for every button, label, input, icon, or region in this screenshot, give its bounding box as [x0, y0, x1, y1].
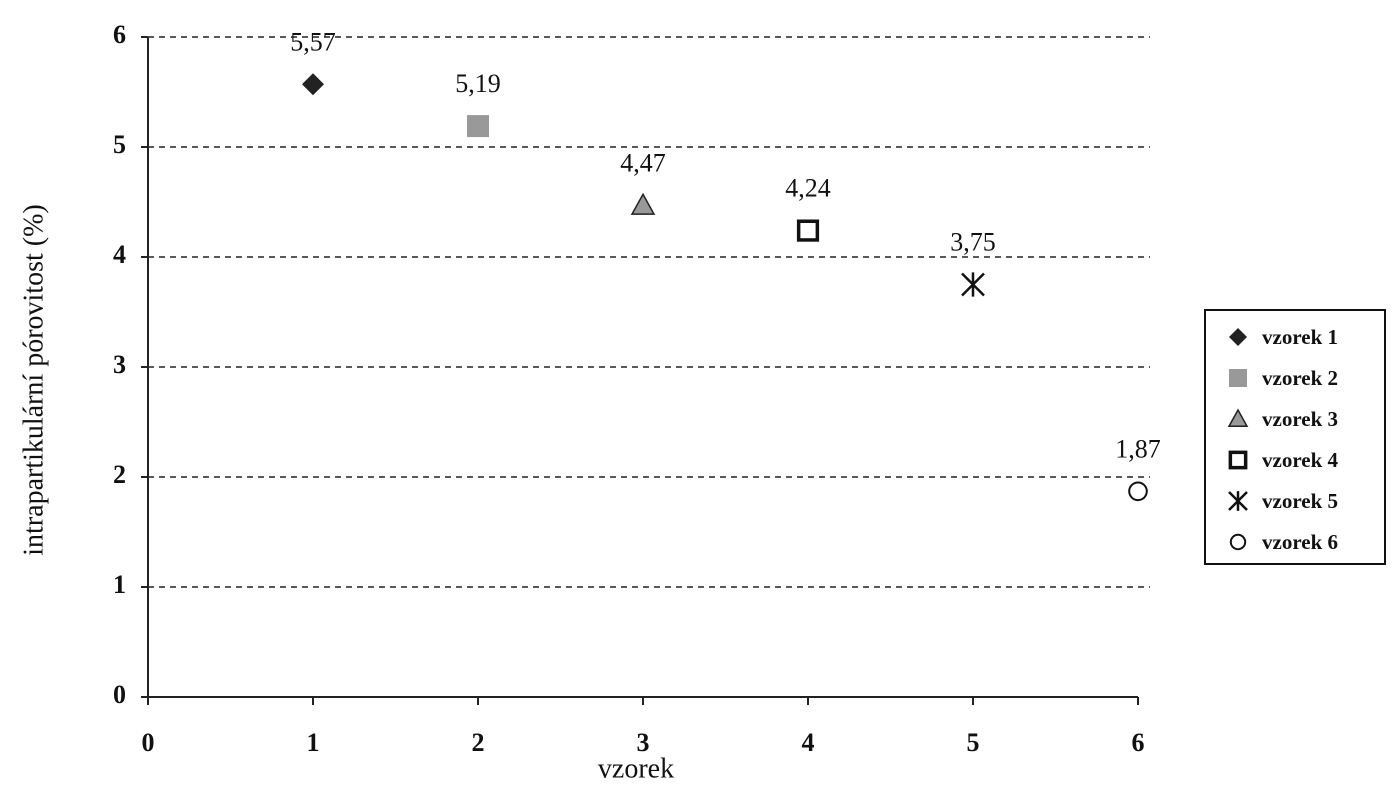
legend-box	[1204, 309, 1386, 565]
y-tick-label: 0	[113, 680, 126, 709]
legend-label: vzorek 4	[1262, 448, 1339, 472]
y-tick-label: 6	[113, 20, 126, 49]
x-tick-label: 6	[1132, 728, 1145, 757]
data-point	[796, 219, 820, 242]
legend-label: vzorek 3	[1262, 407, 1338, 431]
data-point	[302, 73, 324, 96]
data-point	[961, 272, 985, 297]
legend-marker	[1229, 369, 1247, 387]
data-label: 1,87	[1115, 434, 1161, 463]
data-label: 5,19	[455, 69, 501, 98]
y-tick-label: 4	[113, 240, 126, 269]
y-axis-label: intrapartikulární pórovitost (%)	[18, 204, 49, 555]
data-point	[467, 115, 489, 138]
legend-label: vzorek 1	[1262, 325, 1338, 349]
data-label: 4,24	[785, 174, 831, 203]
legend-marker	[1229, 328, 1247, 346]
y-tick-label: 1	[113, 570, 126, 599]
data-label: 5,57	[290, 27, 336, 56]
x-tick-label: 4	[802, 728, 815, 757]
y-tick-label: 3	[113, 350, 126, 379]
x-tick-label: 0	[142, 728, 155, 757]
legend-marker	[1229, 533, 1247, 551]
y-tick-label: 2	[113, 460, 126, 489]
x-axis-label: vzorek	[598, 753, 674, 784]
legend-marker	[1228, 450, 1248, 470]
data-point	[1128, 481, 1148, 502]
x-tick-label: 1	[307, 728, 320, 757]
x-tick-label: 2	[472, 728, 485, 757]
legend-label: vzorek 5	[1262, 489, 1338, 513]
y-tick-label: 5	[113, 130, 126, 159]
legend-marker	[1228, 491, 1248, 511]
data-point	[630, 192, 656, 215]
x-tick-label: 3	[637, 728, 650, 757]
legend-marker	[1227, 408, 1249, 427]
data-label: 4,47	[620, 148, 666, 177]
legend-label: vzorek 6	[1262, 530, 1338, 554]
x-tick-label: 5	[967, 728, 980, 757]
data-label: 3,75	[950, 227, 996, 256]
legend-label: vzorek 2	[1262, 366, 1338, 390]
